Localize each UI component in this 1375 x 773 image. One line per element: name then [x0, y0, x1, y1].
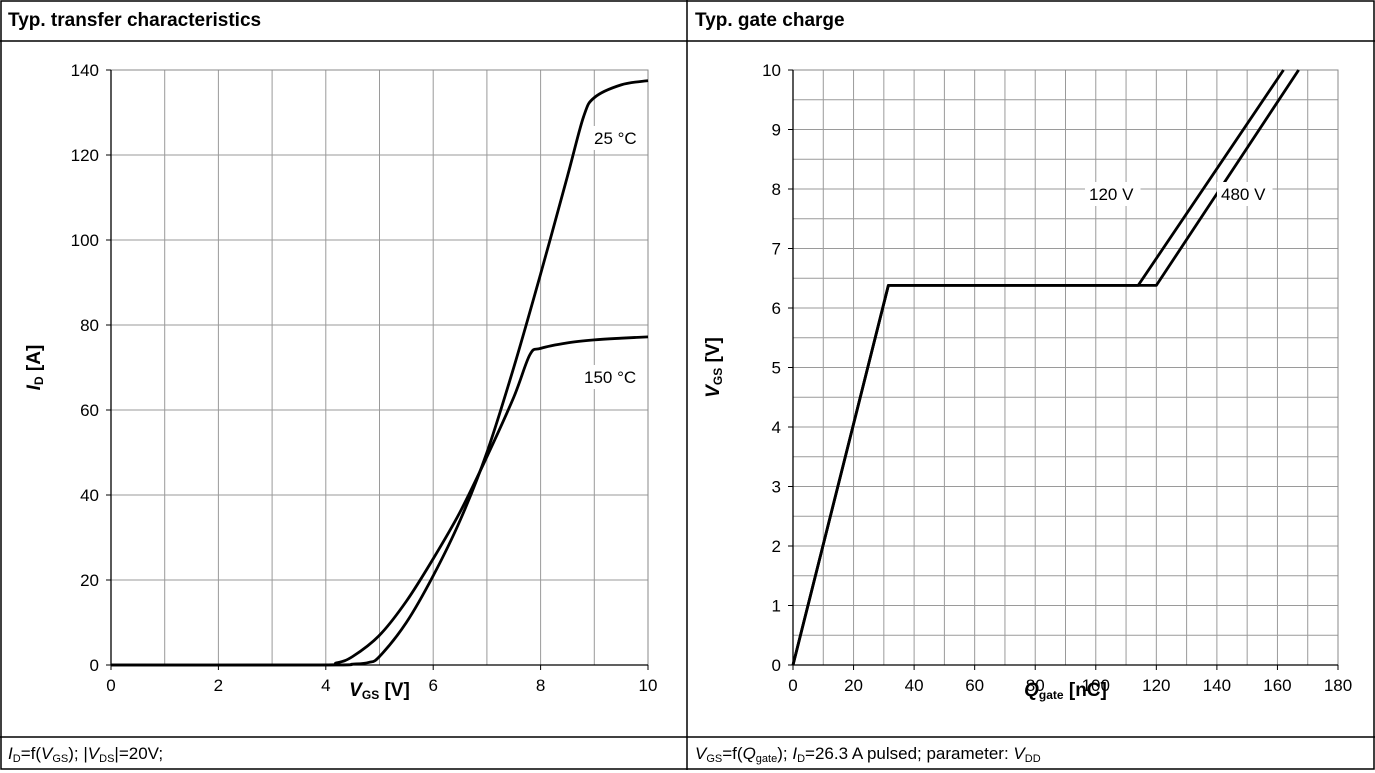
x-tick-label: 4	[321, 676, 330, 695]
y-axis-subscript: D	[32, 376, 46, 385]
footer-text-part: DD	[1024, 753, 1041, 765]
footer-text-part: V	[695, 744, 707, 763]
x-tick-label: 6	[428, 676, 437, 695]
y-tick-label: 3	[772, 478, 781, 497]
y-tick-label: 10	[762, 61, 781, 80]
x-tick-label: 8	[536, 676, 545, 695]
left-panel-header: Typ. transfer characteristics	[8, 10, 262, 31]
y-tick-label: 6	[772, 299, 781, 318]
x-tick-label: 60	[965, 676, 984, 695]
footer-text-part: GS	[52, 753, 69, 765]
x-tick-label: 120	[1142, 676, 1170, 695]
y-axis-unit: [V]	[703, 337, 724, 368]
series-line-480V	[791, 69, 1300, 666]
y-axis-symbol: I	[24, 384, 45, 390]
x-tick-label: 80	[1026, 676, 1045, 695]
footer-text-part: =26.3 A pulsed; parameter:	[805, 744, 1014, 763]
footer-text-part: V	[1013, 744, 1025, 763]
footer-text-part: =f(	[20, 744, 41, 763]
series-label: 480 V	[1221, 185, 1266, 204]
y-tick-label: 40	[80, 486, 99, 505]
series-label-bg	[1085, 182, 1141, 206]
chart-gate-charge: 0 20 40 60 80 100 120 140 160 180 0 1 2 3 4 5 6 7 8 9 10 Qgat…	[703, 61, 1352, 702]
x-tick-label: 100	[1082, 676, 1110, 695]
x-axis-symbol: V	[349, 680, 363, 701]
y-axis-symbol: V	[703, 384, 724, 398]
footer-text-part: gate	[755, 753, 778, 765]
y-tick-label: 5	[772, 359, 781, 378]
footer-text-part: D	[797, 753, 806, 765]
x-tick-label: 40	[905, 676, 924, 695]
x-axis-unit: [nC]	[1064, 680, 1107, 701]
x-tick-label: 160	[1263, 676, 1291, 695]
x-tick-label: 180	[1324, 676, 1352, 695]
x-tick-label: 140	[1203, 676, 1231, 695]
y-tick-label: 100	[71, 231, 99, 250]
x-tick-label: 10	[639, 676, 658, 695]
x-tick-label: 2	[214, 676, 223, 695]
footer-text-part: ); |	[68, 744, 88, 763]
series-label: 150 °C	[584, 368, 636, 387]
y-tick-label: 0	[90, 656, 99, 675]
x-axis-symbol: Q	[1024, 680, 1039, 701]
series-label-bg	[1217, 182, 1273, 206]
y-tick-label: 8	[772, 180, 781, 199]
y-axis-label: ID [A]	[24, 345, 46, 391]
footer-text-part: V	[87, 744, 100, 763]
x-tick-label: 0	[788, 676, 797, 695]
series-label: 25 °C	[594, 129, 637, 148]
footer-text-part: V	[41, 744, 53, 763]
y-tick-label: 7	[772, 240, 781, 259]
footer-text-part: D	[12, 753, 21, 765]
series-label: 120 V	[1089, 185, 1134, 204]
x-axis-subscript: gate	[1039, 688, 1064, 702]
x-axis-label: Qgate [nC]	[1024, 680, 1107, 702]
left-panel-footer: ID=f(VGS); |VDS|=20V;	[8, 740, 163, 773]
footer-text-part: I	[8, 744, 13, 763]
series-label-bg	[590, 126, 646, 150]
right-panel-footer: VGS=f(Qgate); ID=26.3 A pulsed; paramete…	[695, 740, 1041, 773]
x-tick-label: 0	[106, 676, 115, 695]
footer-text-part: );	[777, 744, 793, 763]
y-axis-label: VGS [V]	[703, 337, 725, 398]
x-axis-unit: [V]	[379, 680, 410, 701]
x-axis-subscript: GS	[362, 688, 379, 702]
y-tick-label: 20	[80, 571, 99, 590]
y-tick-label: 1	[772, 597, 781, 616]
y-tick-label: 80	[80, 316, 99, 335]
y-tick-label: 9	[772, 121, 781, 140]
y-tick-label: 0	[772, 656, 781, 675]
footer-text-part: GS	[706, 753, 723, 765]
x-tick-label: 20	[844, 676, 863, 695]
footer-text-part: I	[792, 744, 798, 763]
series-line-25C	[110, 79, 649, 667]
series-label-bg	[580, 365, 645, 389]
series-line-150C	[110, 335, 649, 667]
y-tick-label: 2	[772, 537, 781, 556]
y-tick-label: 4	[772, 418, 781, 437]
y-axis-subscript: GS	[711, 368, 725, 385]
y-tick-label: 60	[80, 401, 99, 420]
footer-text-part: |=20V;	[114, 744, 164, 763]
y-tick-label: 120	[71, 146, 99, 165]
y-axis-unit: [A]	[24, 345, 45, 377]
x-axis-label: VGS [V]	[349, 680, 410, 702]
footer-text-part: DS	[99, 753, 115, 765]
footer-text-part: Q	[742, 744, 756, 763]
y-tick-label: 140	[71, 61, 99, 80]
right-panel-header: Typ. gate charge	[695, 10, 845, 31]
footer-text-part: =f(	[722, 744, 743, 763]
